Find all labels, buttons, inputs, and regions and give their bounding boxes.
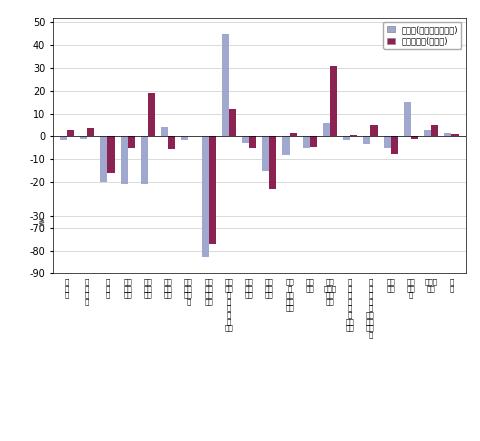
Bar: [323, 123, 330, 136]
Bar: [303, 136, 310, 148]
Text: 繊維
工業: 繊維 工業: [386, 278, 395, 292]
Bar: [168, 136, 175, 149]
Bar: [262, 136, 269, 171]
Bar: [343, 136, 350, 140]
Text: 窯業
・
土石
製品
工業: 窯業 ・ 土石 製品 工業: [285, 278, 294, 311]
Bar: [128, 136, 135, 148]
Text: 電子
部品
・
デ
バ
イ
ス
工業: 電子 部品 ・ デ バ イ ス 工業: [225, 278, 233, 331]
Text: 化学
工業: 化学 工業: [305, 278, 314, 292]
Text: 製
造
工
業: 製 造 工 業: [85, 278, 89, 305]
Bar: [108, 136, 115, 173]
Bar: [411, 136, 418, 138]
Bar: [202, 136, 209, 258]
Bar: [161, 127, 168, 136]
Bar: [141, 136, 148, 184]
Text: 輸送
機械
工業: 輸送 機械 工業: [245, 278, 253, 298]
Text: 近
業: 近 業: [449, 278, 454, 292]
Bar: [289, 133, 297, 136]
Bar: [249, 136, 256, 148]
Bar: [404, 102, 411, 136]
Bar: [384, 136, 391, 148]
Text: 金属
製品
工業: 金属 製品 工業: [144, 278, 152, 298]
Bar: [444, 133, 451, 136]
Bar: [222, 34, 229, 136]
Text: 食料
品工
業: 食料 品工 業: [407, 278, 415, 298]
Bar: [282, 136, 289, 155]
Text: 非鉄
金属
工業: 非鉄 金属 工業: [123, 278, 132, 298]
Bar: [229, 109, 236, 136]
Bar: [431, 125, 438, 136]
Bar: [350, 135, 357, 136]
Text: 機窓
機械
工業: 機窓 機械 工業: [265, 278, 274, 298]
Bar: [67, 130, 74, 136]
Bar: [80, 136, 87, 138]
Bar: [363, 136, 371, 144]
Bar: [181, 136, 188, 140]
Bar: [391, 136, 398, 153]
Text: 石油
・石炭
製品
工業: 石油 ・石炭 製品 工業: [324, 278, 336, 305]
Bar: [269, 136, 276, 189]
Bar: [242, 136, 249, 143]
Bar: [451, 134, 458, 136]
Bar: [424, 130, 431, 136]
Text: 情報
通信
発機
工業: 情報 通信 発機 工業: [204, 278, 213, 305]
Legend: 前月比(季節調整済指数), 前年同月比(原指数): 前月比(季節調整済指数), 前年同月比(原指数): [383, 22, 461, 49]
Bar: [100, 136, 108, 182]
Bar: [60, 136, 67, 140]
Bar: [209, 136, 216, 244]
Bar: [148, 93, 155, 136]
Text: 近
工
業: 近 工 業: [65, 278, 69, 298]
Text: プ
ラ
ス
チ
ッ
ク
製品
工業: プ ラ ス チ ッ ク 製品 工業: [346, 278, 355, 331]
Text: 電気
機械
材工
業: 電気 機械 材工 業: [184, 278, 193, 305]
Text: その他
工業: その他 工業: [425, 278, 438, 292]
Text: 一般
機械
工業: 一般 機械 工業: [164, 278, 172, 298]
Bar: [120, 136, 128, 184]
Text: 鉄
鉱
業: 鉄 鉱 業: [105, 278, 109, 298]
Text: パ
ル
プ
・
紙
・紙
加工
品工
業: パ ル プ ・ 紙 ・紙 加工 品工 業: [366, 278, 375, 338]
Bar: [330, 66, 337, 136]
Bar: [371, 125, 378, 136]
Bar: [310, 136, 317, 147]
Bar: [87, 128, 94, 136]
